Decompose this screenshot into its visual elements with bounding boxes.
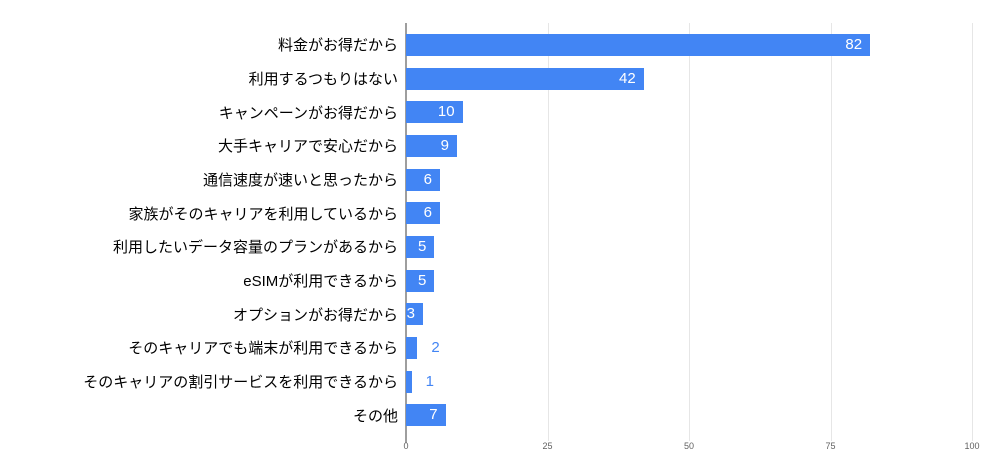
bar: 6 <box>406 168 440 191</box>
category-label: その他 <box>352 407 398 425</box>
bar-value-label: 6 <box>423 204 432 222</box>
bar-row: 10 <box>406 95 972 129</box>
bar-row: 5 <box>406 230 972 264</box>
bar-row: 42 <box>406 62 972 96</box>
category-label: 家族がそのキャリアを利用しているから <box>128 205 398 223</box>
gridline <box>830 23 832 441</box>
x-axis-tick-label: 100 <box>964 441 980 451</box>
category-row: そのキャリアの割引サービスを利用できるから <box>0 365 398 399</box>
y-axis-baseline <box>405 23 407 443</box>
bar: 10 <box>406 101 463 124</box>
bar: 5 <box>406 235 435 258</box>
bar <box>406 370 412 393</box>
plot-area: 82 42 10 9 6 6 5 5 3 2 1 7 <box>405 23 973 443</box>
bar-value-label: 5 <box>417 271 427 289</box>
category-label: 大手キャリアで安心だから <box>217 138 398 156</box>
bar-value-label: 1 <box>425 372 434 390</box>
gridline <box>972 23 973 441</box>
bar-row: 1 <box>406 365 972 399</box>
bar-row: 2 <box>406 331 972 365</box>
category-row: その他 <box>0 398 398 432</box>
bar-row: 5 <box>406 264 972 298</box>
category-row: 料金がお得だから <box>0 28 398 62</box>
bar-row: 6 <box>406 163 972 197</box>
x-axis-tick-label: 50 <box>683 441 695 451</box>
category-label: オプションがお得だから <box>232 306 398 324</box>
x-axis-tick-label: 75 <box>825 441 836 451</box>
category-label: キャンペーンがお得だから <box>218 104 398 122</box>
bar-value-label: 9 <box>440 136 449 154</box>
bar: 9 <box>406 134 457 157</box>
bar-value-label: 3 <box>406 305 415 323</box>
bar: 3 <box>406 303 423 326</box>
bar-value-label: 2 <box>431 338 440 356</box>
bar-value-label: 7 <box>429 406 438 424</box>
category-row: オプションがお得だから <box>0 297 398 331</box>
category-label: そのキャリアの割引サービスを利用できるから <box>83 374 398 392</box>
bar <box>406 336 418 359</box>
bar-row: 6 <box>406 196 972 230</box>
category-row: eSIMが利用できるから <box>0 264 398 298</box>
category-row: 利用するつもりはない <box>0 62 398 96</box>
category-row: 通信速度が速いと思ったから <box>0 163 398 197</box>
bar-row: 82 <box>406 28 972 62</box>
category-row: 家族がそのキャリアを利用しているから <box>0 196 398 230</box>
gridline <box>547 23 549 441</box>
category-row: そのキャリアでも端末が利用できるから <box>0 331 398 365</box>
x-axis-tick-label: 25 <box>542 441 553 451</box>
bar: 5 <box>406 269 435 292</box>
gridline <box>689 23 690 441</box>
category-label: 通信速度が速いと思ったから <box>202 172 398 190</box>
bars: 82 42 10 9 6 6 5 5 3 2 1 7 <box>406 28 972 432</box>
category-labels: 料金がお得だから利用するつもりはないキャンペーンがお得だから 大手キャリアで安心だ… <box>0 28 398 432</box>
x-axis-tick-label: 0 <box>403 441 409 451</box>
bar-value-label: 82 <box>845 35 863 53</box>
bar-value-label: 5 <box>417 237 427 255</box>
bar: 82 <box>406 33 871 56</box>
bar: 7 <box>406 404 446 427</box>
x-axis-tick-labels: 0 25 50 75 100 <box>0 441 1000 455</box>
bar-value-label: 6 <box>423 170 432 188</box>
category-label: 料金がお得だから <box>277 37 398 55</box>
bar-value-label: 10 <box>437 103 455 121</box>
category-label: eSIMが利用できるから <box>243 273 398 291</box>
category-label: そのキャリアでも端末が利用できるから <box>128 340 398 358</box>
bar: 6 <box>406 202 440 225</box>
bar-value-label: 42 <box>619 69 636 87</box>
category-row: キャンペーンがお得だから <box>0 95 398 129</box>
bar-row: 9 <box>406 129 972 163</box>
bar: 42 <box>406 67 644 90</box>
bar-row: 7 <box>406 398 972 432</box>
category-row: 大手キャリアで安心だから <box>0 129 398 163</box>
category-label: 利用するつもりはない <box>248 71 398 88</box>
bar-row: 3 <box>406 297 972 331</box>
category-row: 利用したいデータ容量のプランがあるから <box>0 230 398 264</box>
category-label: 利用したいデータ容量のプランがあるから <box>112 239 398 257</box>
